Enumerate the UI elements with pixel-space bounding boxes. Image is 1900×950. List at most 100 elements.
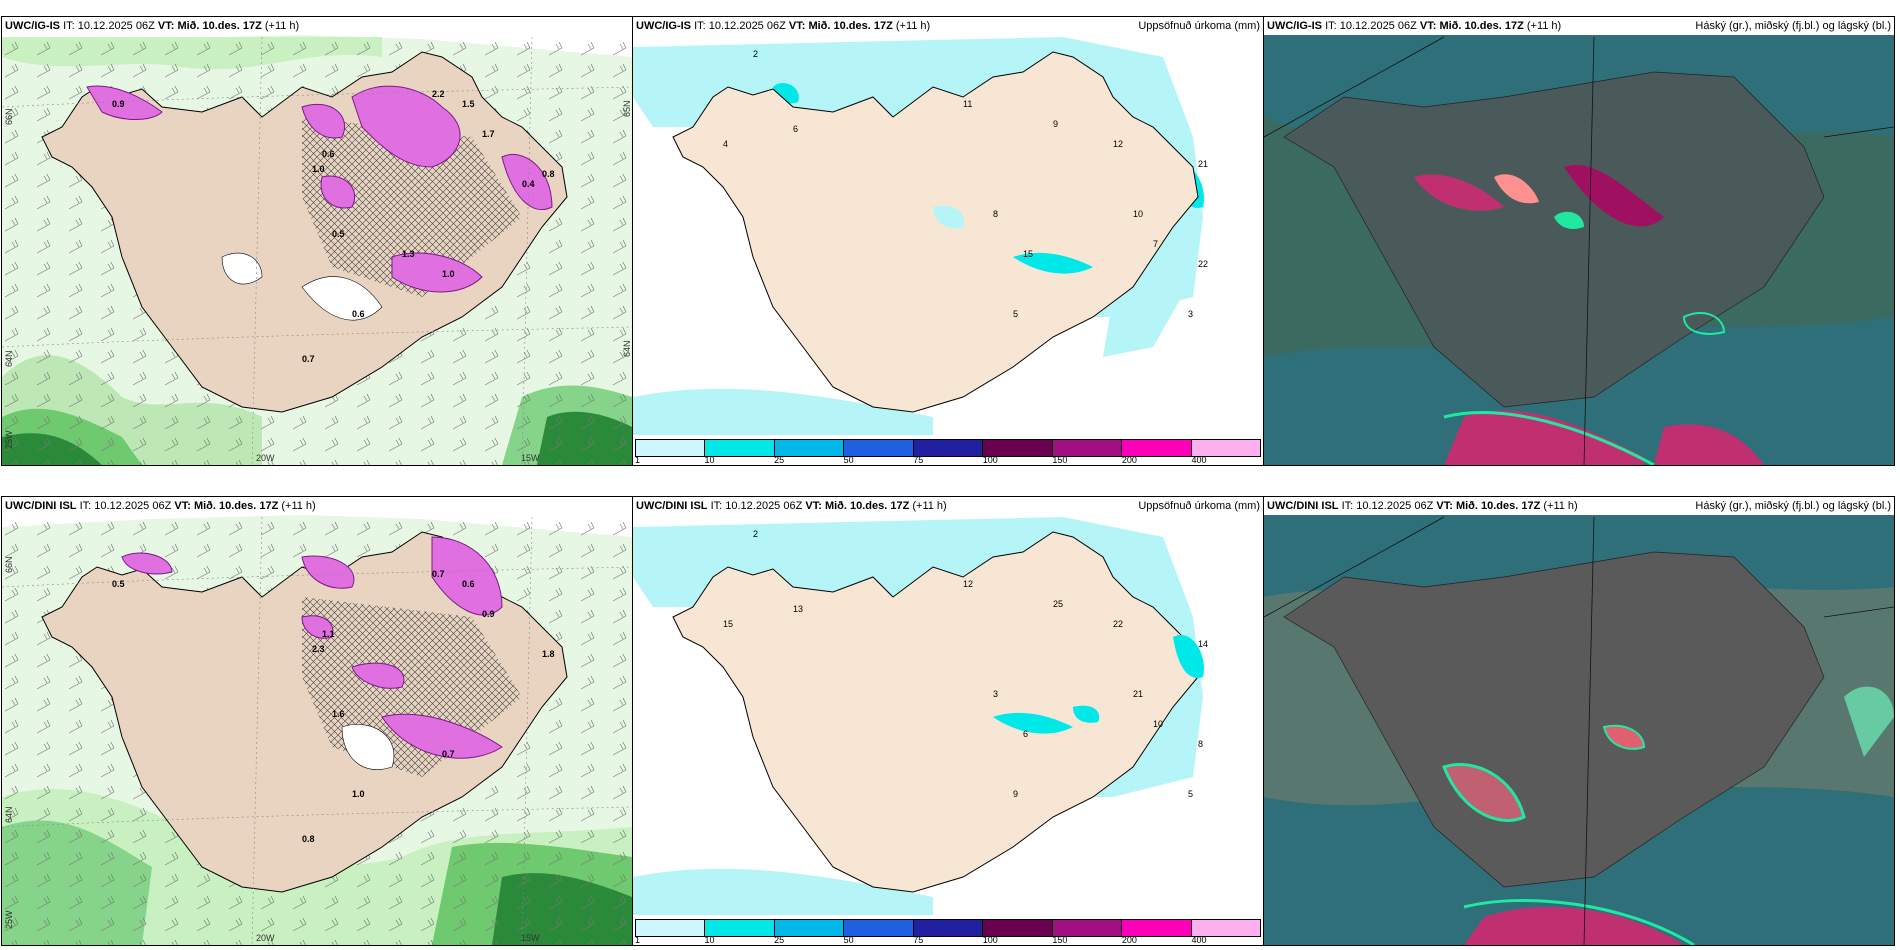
legend-tick-label: 100 [982, 455, 998, 465]
legend-swatch [983, 920, 1053, 936]
lat-label: 66N [4, 556, 14, 573]
point-value-label: 22 [1198, 259, 1208, 269]
point-value-label: 10 [1133, 209, 1143, 219]
vt-label: VT: Mið. 10.des. 17Z [1419, 20, 1524, 32]
legend-tick-label: 10 [704, 455, 715, 465]
legend-tick-label: 25 [774, 935, 785, 945]
point-value-label: 12 [963, 579, 973, 589]
it-value: 10.12.2025 06Z [94, 500, 172, 512]
point-value-label: 0.9 [112, 99, 125, 109]
precip-map: 21121315252221148635910 [633, 497, 1263, 945]
point-value-label: 13 [793, 604, 803, 614]
point-value-label: 2.2 [432, 89, 445, 99]
legend-tick-label: 1 [635, 455, 641, 465]
legend-tick-label: 10 [704, 935, 715, 945]
lon-label: 15W [521, 453, 540, 463]
legend-swatch [705, 920, 775, 936]
legend-swatch [844, 440, 914, 456]
point-value-label: 1.6 [332, 709, 345, 719]
point-value-label: 7 [1153, 239, 1158, 249]
point-value-label: 8 [993, 209, 998, 219]
point-value-label: 15 [723, 619, 733, 629]
legend-swatch [913, 920, 984, 936]
point-value-label: 1.0 [352, 789, 365, 799]
point-value-label: 0.7 [302, 354, 315, 364]
wind-snow-map: 0.9 1.5 2.2 1.7 1.0 0.6 0.8 0.5 0.7 0.6 1.0 1.3 0.4 [2, 17, 632, 465]
model-name: UWC/IG-IS [1267, 20, 1322, 32]
vt-label: VT: Mið. 10.des. 17Z [157, 20, 262, 32]
lon-label: 15W [521, 933, 540, 943]
panel-header: UWC/IG-IS IT: 10.12.2025 06Z VT: Mið. 10… [633, 17, 1263, 35]
panel-precip-top: UWC/IG-IS IT: 10.12.2025 06Z VT: Mið. 10… [632, 16, 1264, 466]
legend-tick-label: 75 [913, 455, 924, 465]
point-value-label: 0.7 [442, 749, 455, 759]
it-label: IT: [694, 20, 706, 32]
map-title: Háský (gr.), miðský (fj.bl.) og lágský (… [1695, 20, 1891, 32]
point-value-label: 5 [1188, 789, 1193, 799]
legend-swatch [1122, 440, 1192, 456]
vt-label: VT: Mið. 10.des. 17Z [805, 500, 910, 512]
point-value-label: 0.6 [462, 579, 475, 589]
legend-swatch [636, 920, 706, 936]
lon-label: 25W [4, 910, 14, 929]
panel-header: UWC/DINI ISL IT: 10.12.2025 06Z VT: Mið.… [1264, 497, 1894, 515]
panel-precip-bottom: UWC/DINI ISL IT: 10.12.2025 06Z VT: Mið.… [632, 496, 1264, 946]
lead-time: (+11 h) [895, 20, 931, 32]
legend-tick-label: 200 [1121, 455, 1137, 465]
precip-legend-ticks: 1 10 25 50 75 100 150 200 400 [635, 935, 1261, 945]
legend-swatch [1122, 920, 1192, 936]
map-title: Háský (gr.), miðský (fj.bl.) og lágský (… [1695, 500, 1891, 512]
point-value-label: 0.5 [112, 579, 125, 589]
map-title: Uppsöfnuð úrkoma (mm) [1138, 500, 1260, 512]
lon-label: 20W [256, 453, 275, 463]
map-title: Uppsöfnuð úrkoma (mm) [1138, 20, 1260, 32]
point-value-label: 1.3 [402, 249, 415, 259]
point-value-label: 2 [753, 529, 758, 539]
point-value-label: 2.3 [312, 644, 325, 654]
legend-swatch [1191, 920, 1260, 936]
point-value-label: 6 [1023, 729, 1028, 739]
lon-label: 20W [256, 933, 275, 943]
point-value-label: 1.0 [312, 164, 325, 174]
legend-swatch [1052, 440, 1123, 456]
legend-tick-label: 50 [843, 455, 854, 465]
point-value-label: 6 [793, 124, 798, 134]
point-value-label: 0.8 [302, 834, 315, 844]
legend-swatch [913, 440, 984, 456]
panel-clouds-bottom: UWC/DINI ISL IT: 10.12.2025 06Z VT: Mið.… [1263, 496, 1895, 946]
legend-tick-label: 400 [1191, 935, 1207, 945]
point-value-label: 14 [1198, 639, 1208, 649]
point-value-label: 9 [1013, 789, 1018, 799]
lat-label: 64N [622, 340, 632, 357]
it-label: IT: [710, 500, 723, 512]
point-value-label: 22 [1113, 619, 1123, 629]
point-value-label: 15 [1023, 249, 1033, 259]
model-name: UWC/IG-IS [636, 20, 691, 32]
point-value-label: 0.8 [542, 169, 555, 179]
model-name: UWC/IG-IS [5, 20, 60, 32]
point-value-label: 1.8 [542, 649, 555, 659]
panel-clouds-top: UWC/IG-IS IT: 10.12.2025 06Z VT: Mið. 10… [1263, 16, 1895, 466]
legend-tick-label: 150 [1052, 455, 1068, 465]
lat-label: 66N [4, 108, 14, 125]
point-value-label: 3 [993, 689, 998, 699]
point-value-label: 1.5 [462, 99, 475, 109]
lon-label: 25W [4, 430, 14, 449]
lat-label: 64N [4, 350, 14, 367]
legend-tick-label: 150 [1052, 935, 1068, 945]
point-value-label: 11 [963, 99, 972, 109]
point-value-label: 0.9 [482, 609, 495, 619]
lead-time: (+11 h) [281, 500, 316, 512]
legend-swatch [1191, 440, 1260, 456]
legend-tick-label: 25 [774, 455, 785, 465]
precip-legend-ticks: 1 10 25 50 75 100 150 200 400 [635, 455, 1261, 465]
point-value-label: 8 [1198, 739, 1203, 749]
lead-time: (+11 h) [912, 500, 947, 512]
legend-tick-label: 75 [913, 935, 924, 945]
panel-header: UWC/IG-IS IT: 10.12.2025 06Z VT: Mið. 10… [1264, 17, 1894, 35]
panel-header: UWC/DINI ISL IT: 10.12.2025 06Z VT: Mið.… [633, 497, 1263, 515]
it-label: IT: [63, 20, 75, 32]
point-value-label: 25 [1053, 599, 1063, 609]
point-value-label: 0.5 [332, 229, 345, 239]
point-value-label: 9 [1053, 119, 1058, 129]
